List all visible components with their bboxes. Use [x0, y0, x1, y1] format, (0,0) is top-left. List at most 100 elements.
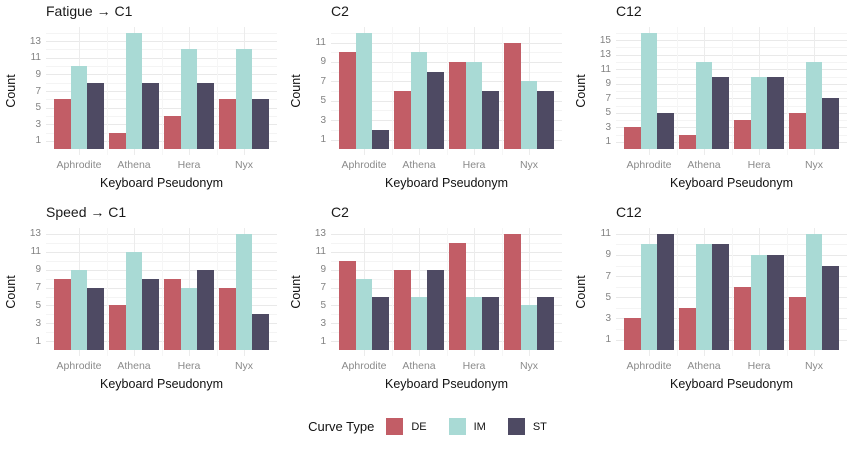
bar-de-hera [449, 61, 466, 150]
bar-im-athena [695, 61, 713, 150]
y-tick-label: 5 [605, 291, 611, 303]
facet-title: C12 [616, 3, 642, 19]
bar-im-hera [180, 287, 198, 351]
x-tick-label: Aphrodite [341, 360, 387, 372]
bar-de-athena [109, 132, 126, 150]
facet-grid: Fatigue → C1 Count 1 3 5 7 9 11 13 Aphrodite Athen… [0, 0, 855, 402]
y-tick-label: 7 [320, 75, 326, 87]
bar-de-athena [394, 91, 411, 150]
y-tick-label: 13 [599, 49, 611, 61]
y-tick-label: 3 [605, 121, 611, 133]
gridline-v-major [419, 228, 420, 356]
x-tick-label: Athena [687, 360, 721, 372]
x-tick-label: Aphrodite [341, 159, 387, 171]
bar-st-athena [142, 82, 159, 150]
gridline-v-minor [446, 27, 448, 155]
legend-label: DE [411, 420, 427, 433]
bar-de-nyx [789, 112, 806, 150]
x-axis-title: Keyboard Pseudonym [670, 176, 793, 190]
x-tick-label: Hera [747, 159, 771, 171]
y-tick-label: 3 [320, 114, 326, 126]
bar-im-aphrodite [70, 66, 88, 150]
bar-im-hera [750, 76, 768, 150]
bar-im-athena [695, 244, 713, 351]
plot-panel [331, 27, 562, 155]
bar-st-aphrodite [657, 233, 674, 351]
legend-entries: DE IM ST [386, 418, 547, 435]
legend-entry-de: DE [386, 418, 427, 435]
y-tick-label: 5 [35, 299, 41, 311]
gridline-v-minor [676, 27, 678, 155]
y-tick-label: 5 [320, 299, 326, 311]
x-tick-label: Hera [747, 360, 771, 372]
facet-title: C2 [331, 204, 349, 220]
bar-st-nyx [822, 265, 839, 351]
x-axis-title: Keyboard Pseudonym [100, 377, 223, 391]
legend-label: ST [532, 420, 547, 433]
gridline-v-minor [106, 27, 108, 155]
legend-title: Curve Type [308, 419, 375, 434]
bar-st-aphrodite [87, 82, 104, 150]
gridline-v-major [474, 228, 475, 356]
y-tick-label: 11 [600, 63, 611, 75]
y-tick-label: 9 [320, 264, 326, 276]
legend-label: IM [473, 420, 486, 433]
bar-de-hera [164, 278, 181, 351]
bar-de-hera [449, 242, 466, 351]
facet-c2: C2 Count 1 3 5 7 9 11 Aphrodite Athena Hera Nyx Keyb… [285, 0, 570, 201]
y-tick-label: 11 [30, 52, 41, 64]
y-tick-label: 3 [35, 317, 41, 329]
y-tick-label: 1 [35, 335, 41, 347]
gridline-v-minor [786, 27, 788, 155]
y-tick-label: 7 [35, 85, 41, 97]
bar-im-nyx [235, 233, 253, 351]
y-tick-label: 7 [605, 270, 611, 282]
x-tick-label: Hera [462, 159, 486, 171]
facet-title: Fatigue → C1 [46, 3, 133, 19]
y-tick-label: 9 [35, 264, 41, 276]
bar-de-nyx [219, 287, 236, 351]
y-tick-label: 3 [35, 118, 41, 130]
facet-c12: C12 Count 1 3 5 7 9 11 Aphrodite Athena Hera Nyx Key… [570, 201, 855, 402]
gridline-v-minor [106, 228, 108, 356]
bar-de-athena [109, 305, 126, 351]
plot-panel [331, 228, 562, 356]
gridline-v-minor [676, 228, 678, 356]
bar-st-nyx [252, 314, 269, 351]
y-tick-label: 7 [605, 92, 611, 104]
x-tick-label: Nyx [519, 159, 539, 171]
bar-st-aphrodite [87, 287, 104, 351]
gridline-v-minor [216, 27, 218, 155]
x-tick-label: Nyx [234, 159, 254, 171]
y-tick-label: 7 [320, 282, 326, 294]
bar-im-athena [125, 32, 143, 150]
bar-im-nyx [805, 233, 823, 351]
bar-st-hera [197, 269, 214, 351]
gridline-v-minor [501, 228, 503, 356]
bar-st-hera [197, 82, 214, 150]
facet-title: Speed → C1 [46, 204, 127, 220]
bar-st-hera [767, 76, 784, 150]
bar-de-nyx [219, 99, 236, 150]
bar-de-aphrodite [339, 260, 356, 351]
x-tick-label: Nyx [804, 159, 824, 171]
bar-de-aphrodite [54, 99, 71, 150]
x-tick-label: Hera [177, 360, 201, 372]
bar-st-aphrodite [657, 112, 674, 150]
y-tick-label: 11 [30, 246, 41, 258]
facet-fatigue-c1: Fatigue → C1 Count 1 3 5 7 9 11 13 Aphrodite Athen… [0, 0, 285, 201]
x-tick-label: Nyx [804, 360, 824, 372]
bar-de-athena [394, 269, 411, 351]
x-axis-title: Keyboard Pseudonym [385, 377, 508, 391]
y-tick-label: 11 [600, 228, 611, 240]
legend-entry-im: IM [448, 418, 486, 435]
bar-de-athena [679, 307, 696, 351]
y-tick-label: 13 [29, 35, 41, 47]
y-tick-label: 13 [29, 228, 41, 240]
bar-im-athena [125, 251, 143, 351]
x-tick-label: Athena [402, 159, 436, 171]
bar-de-aphrodite [339, 52, 356, 150]
y-tick-label: 13 [314, 228, 326, 240]
bar-st-athena [712, 244, 729, 351]
